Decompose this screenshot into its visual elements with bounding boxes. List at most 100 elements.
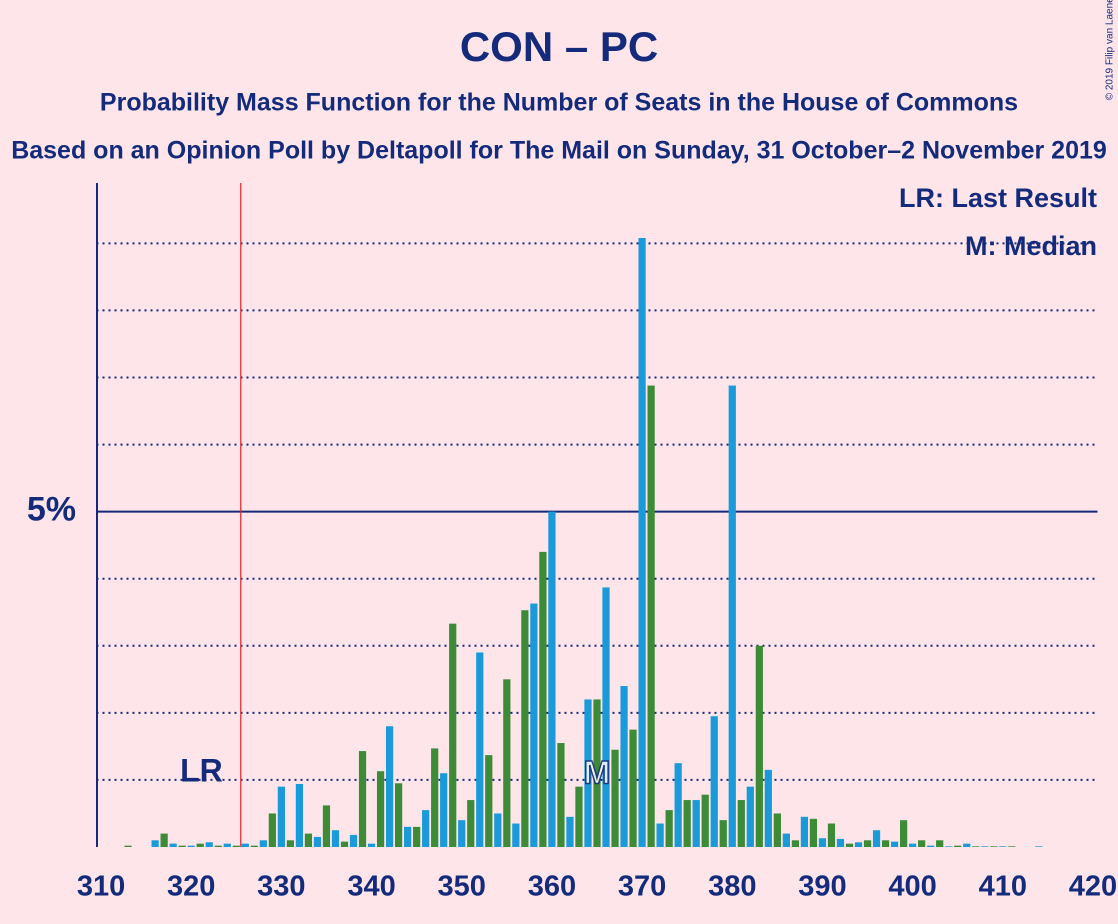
bar — [638, 237, 646, 847]
bar — [845, 843, 854, 847]
bar — [476, 652, 484, 847]
bar — [548, 511, 556, 847]
bar — [620, 686, 628, 847]
bar — [782, 833, 790, 847]
x-tick-label: 370 — [618, 871, 666, 903]
bar — [647, 385, 655, 847]
chart-caption: Based on an Opinion Poll by Deltapoll fo… — [11, 137, 1107, 165]
x-tick-label: 390 — [798, 871, 846, 903]
bar — [701, 794, 709, 847]
bar — [304, 833, 313, 847]
bar — [818, 838, 827, 847]
bar — [295, 783, 304, 847]
bar — [322, 805, 331, 847]
bar — [1035, 846, 1043, 847]
bar — [286, 840, 294, 847]
bar — [449, 623, 457, 847]
bar — [539, 551, 547, 847]
bar — [674, 763, 682, 847]
bar — [728, 385, 736, 847]
bar — [214, 845, 222, 847]
x-tick-label: 420 — [1069, 871, 1117, 903]
bar — [160, 833, 168, 847]
bar — [575, 786, 583, 847]
bar — [890, 841, 899, 847]
bar — [791, 840, 800, 847]
bar — [764, 769, 772, 847]
x-tick-label: 310 — [77, 871, 125, 903]
chart-subtitle: Probability Mass Function for the Number… — [100, 89, 1018, 117]
bar — [178, 845, 186, 847]
bar — [773, 813, 781, 847]
bar — [692, 800, 700, 847]
x-tick-label: 380 — [708, 871, 756, 903]
chart-title: CON – PC — [460, 23, 658, 70]
bar — [963, 843, 971, 847]
bar — [196, 843, 204, 847]
bar — [503, 679, 511, 847]
bar — [385, 726, 394, 847]
bar — [881, 840, 890, 847]
bar — [277, 786, 285, 847]
last-result-label: LR — [180, 752, 223, 788]
bar — [313, 836, 322, 847]
bar — [999, 846, 1007, 847]
bar — [259, 840, 267, 847]
bar — [602, 587, 610, 847]
bar — [151, 840, 159, 847]
median-label: M — [584, 754, 611, 790]
bar — [394, 783, 403, 847]
bar — [990, 846, 998, 847]
bar — [169, 843, 177, 847]
legend-entry: M: Median — [965, 231, 1097, 261]
bar — [809, 818, 818, 847]
bar — [413, 826, 421, 847]
bar — [512, 823, 520, 847]
bar — [719, 820, 727, 847]
bar — [854, 842, 863, 847]
bar — [340, 841, 349, 847]
bar — [268, 813, 276, 847]
bar — [936, 840, 944, 847]
bar — [593, 699, 601, 847]
bar — [530, 603, 538, 847]
bar — [331, 830, 340, 847]
bar — [187, 845, 195, 847]
bar — [800, 816, 809, 847]
bar — [656, 823, 664, 847]
bar — [124, 845, 132, 847]
bar — [431, 748, 439, 847]
bar — [611, 749, 619, 847]
bar — [827, 823, 836, 847]
bar — [358, 751, 367, 847]
bar — [458, 820, 466, 847]
bar — [241, 843, 249, 847]
y-tick-label: 5% — [27, 491, 76, 529]
x-tick-label: 360 — [528, 871, 576, 903]
bar — [683, 800, 691, 847]
bar — [909, 843, 917, 847]
x-tick-label: 350 — [438, 871, 486, 903]
bar — [349, 834, 358, 847]
copyright: © 2019 Filip van Laenen — [1105, 0, 1116, 100]
x-tick-label: 410 — [979, 871, 1027, 903]
bar — [918, 840, 926, 847]
x-tick-label: 400 — [888, 871, 936, 903]
bar — [422, 810, 430, 847]
bar — [954, 845, 962, 847]
bar — [927, 845, 935, 847]
bar — [872, 830, 881, 847]
bar — [1008, 846, 1016, 847]
bar — [755, 645, 763, 847]
bar — [205, 842, 213, 847]
bar — [557, 743, 565, 847]
bar — [836, 838, 845, 847]
bar — [367, 843, 376, 847]
bar — [665, 810, 673, 847]
bar — [521, 610, 529, 847]
bar — [566, 816, 574, 847]
bar — [440, 773, 448, 847]
bar — [485, 755, 493, 847]
